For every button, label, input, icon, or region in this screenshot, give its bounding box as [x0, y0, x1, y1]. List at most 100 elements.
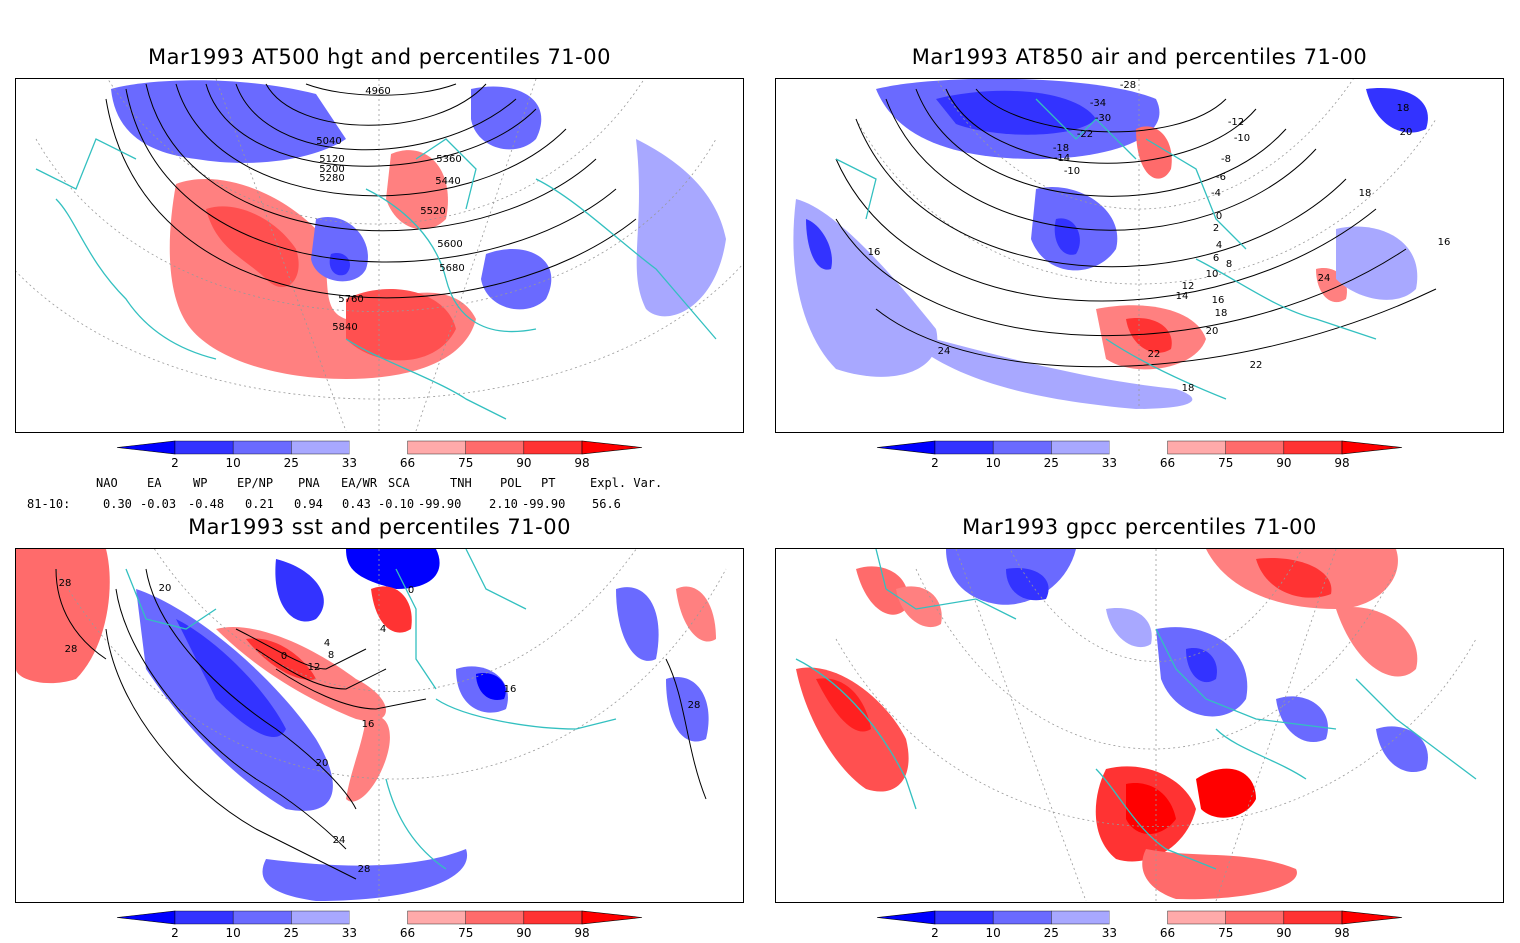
title-gpcc: Mar1993 gpcc percentiles 71-00	[962, 515, 1317, 539]
contour-label: 0	[408, 585, 414, 596]
colorbar-segment	[1109, 441, 1168, 454]
colorbar-segment	[1225, 910, 1285, 925]
index-row-label: 81-10:	[27, 497, 71, 511]
contour-label: -30	[1095, 113, 1111, 124]
index-header: SCA	[388, 476, 410, 490]
colorbar-segment	[407, 440, 466, 455]
colorbar-tick-label: 98	[574, 456, 589, 469]
coastlines	[125, 549, 617, 870]
gridlines	[16, 79, 742, 431]
map-hgt: 4960 5040 5120 5200 5280 5360 5440 5520 …	[15, 78, 744, 433]
percentile-shading	[793, 79, 1428, 409]
colorbar-tick-label: 66	[1160, 926, 1175, 939]
index-value: 0.21	[245, 497, 274, 511]
contour-label: 16	[1212, 295, 1225, 306]
contour-label: 28	[688, 700, 701, 711]
contour-labels: -28 -34 -30 -22 -18 -14 -10 -12 -10 -8 -…	[868, 80, 1451, 394]
colorbar-tick-label: 75	[458, 456, 473, 469]
contour-label: 20	[159, 583, 172, 594]
colorbar-segment	[1225, 440, 1285, 455]
colorbar-tick-label: 10	[986, 926, 1001, 939]
colorbar-segment	[992, 910, 1052, 925]
colorbar-tick-label: 2	[931, 926, 939, 939]
colorbar-svg: 2 10 25 33 66 75 90 98	[876, 910, 1403, 940]
colorbar-arrow-high	[1341, 440, 1403, 455]
colorbar-gpcc: 2 10 25 33 66 75 90 98	[875, 909, 1405, 940]
coastlines	[795, 549, 1477, 870]
colorbar-arrow-high	[581, 440, 643, 455]
colorbar-arrow-low	[116, 440, 176, 455]
colorbar-segment	[992, 440, 1052, 455]
index-header: POL	[500, 476, 522, 490]
contour-label: 5840	[332, 322, 357, 333]
colorbar-tick-label: 25	[1044, 926, 1059, 939]
colorbar-segment	[1051, 910, 1110, 925]
index-header: EA	[147, 476, 162, 490]
colorbar-segment	[1051, 440, 1110, 455]
contour-label: 24	[1318, 273, 1331, 284]
colorbar-tick-label: 2	[171, 926, 179, 939]
colorbar-segment	[934, 910, 994, 925]
contours	[55, 568, 707, 880]
map-air: -28 -34 -30 -22 -18 -14 -10 -12 -10 -8 -…	[775, 78, 1504, 433]
index-header: TNH	[450, 476, 472, 490]
contour-label: 12	[308, 662, 321, 673]
index-header: NAO	[96, 476, 118, 490]
contour-label: 18	[1182, 383, 1195, 394]
contour-label: -8	[1221, 154, 1231, 165]
index-value: 0.94	[294, 497, 323, 511]
contour-label: 16	[1438, 237, 1451, 248]
colorbar-tick-label: 2	[171, 456, 179, 469]
colorbar-air: 2 10 25 33 66 75 90 98	[875, 439, 1405, 470]
index-value: 56.6	[592, 497, 621, 511]
coastlines	[835, 98, 1377, 400]
contour-label: 5360	[436, 154, 461, 165]
contour-label: 8	[1226, 259, 1232, 270]
colorbar-tick-label: 33	[1102, 456, 1117, 469]
contour-label: 16	[362, 719, 375, 730]
colorbar-tick-label: 66	[1160, 456, 1175, 469]
contour-label: 5600	[437, 239, 462, 250]
colorbar-arrow-low	[116, 910, 176, 925]
percentile-shading	[796, 549, 1428, 900]
colorbar-arrow-high	[581, 910, 643, 925]
colorbar-segment	[174, 440, 234, 455]
colorbar-segment	[1167, 910, 1226, 925]
colorbar-tick-label: 90	[516, 926, 531, 939]
colorbar-tick-label: 10	[986, 456, 1001, 469]
contour-label: 5120	[319, 154, 344, 165]
colorbar-svg: 2 10 25 33 66 75 90 98	[116, 910, 643, 940]
colorbar-segment	[465, 440, 525, 455]
colorbar-tick-label: 33	[342, 456, 357, 469]
colorbar-tick-label: 33	[1102, 926, 1117, 939]
colorbar-tick-label: 66	[400, 926, 415, 939]
contour-label: 24	[938, 346, 951, 357]
teleconnection-index-table: NAO EA WP EP/NP PNA EA/WR SCA TNH POL PT…	[0, 474, 760, 514]
index-value: -99.90	[418, 497, 462, 511]
colorbar-tick-label: 75	[1218, 926, 1233, 939]
contour-label: 5280	[319, 173, 344, 184]
contour-label: 20	[316, 758, 329, 769]
colorbar-tick-label: 90	[516, 456, 531, 469]
contour-label: -10	[1234, 133, 1250, 144]
colorbar-segment	[523, 910, 583, 925]
colorbar-tick-label: 25	[284, 926, 299, 939]
map-gpcc	[775, 548, 1504, 903]
colorbar-segment	[934, 440, 994, 455]
contour-label: 5440	[435, 176, 460, 187]
colorbar-tick-label: 66	[400, 456, 415, 469]
colorbar-hgt: 2 10 25 33 66 75 90 98	[115, 439, 645, 470]
index-value: -0.48	[188, 497, 225, 511]
contour-label: 18	[1359, 188, 1372, 199]
colorbar-tick-label: 90	[1276, 456, 1291, 469]
colorbar-arrow-high	[1341, 910, 1403, 925]
index-header: Expl. Var.	[590, 476, 663, 490]
contour-label: 4	[380, 624, 386, 635]
colorbar-tick-label: 75	[1218, 456, 1233, 469]
gridlines	[55, 549, 727, 901]
map-gpcc-svg	[795, 549, 1477, 901]
index-value: -99.90	[522, 497, 566, 511]
index-value: 0.30	[103, 497, 132, 511]
contour-label: 5760	[338, 294, 363, 305]
colorbar-segment	[1283, 910, 1343, 925]
